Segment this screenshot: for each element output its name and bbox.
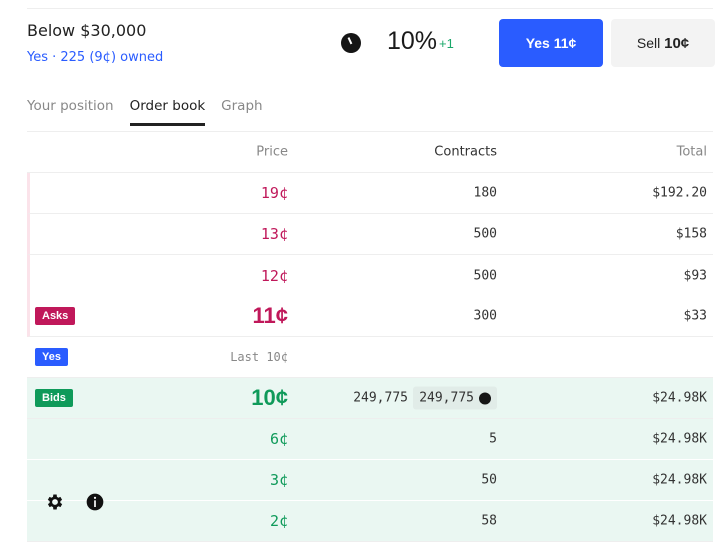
ask-row[interactable]: Asks 11¢ 300 $33 <box>27 296 713 337</box>
info-icon[interactable] <box>85 492 105 512</box>
bids-badge: Bids <box>35 389 73 407</box>
gear-icon[interactable] <box>45 492 65 512</box>
last-price: Last 10¢ <box>230 350 288 364</box>
bid-total: $24.98K <box>652 390 707 406</box>
ask-contracts: 300 <box>473 308 497 324</box>
tab-order-book[interactable]: Order book <box>129 98 206 126</box>
column-contracts: Contracts <box>434 144 497 160</box>
clock-icon <box>479 392 491 404</box>
buy-yes-button[interactable]: Yes 11¢ <box>499 19 603 67</box>
sell-button[interactable]: Sell 10¢ <box>611 19 715 67</box>
bid-total: $24.98K <box>652 431 707 447</box>
bid-row[interactable]: 3¢ 50 $24.98K <box>27 460 713 501</box>
ask-row[interactable]: 13¢ 500 $158 <box>27 214 713 255</box>
ask-row[interactable]: 12¢ 500 $93 <box>27 255 713 296</box>
ask-total: $93 <box>683 268 707 283</box>
ask-price: 12¢ <box>260 266 288 285</box>
market-title: Below $30,000 <box>27 21 147 40</box>
tab-graph[interactable]: Graph <box>221 98 263 114</box>
bid-contracts: 5 <box>489 431 497 447</box>
column-total: Total <box>676 144 707 160</box>
clock-icon <box>341 33 361 53</box>
chance-change: +1 <box>439 36 454 51</box>
ask-price: 11¢ <box>252 303 289 328</box>
bid-price: 10¢ <box>251 385 288 410</box>
yes-label: Yes <box>525 35 550 51</box>
bid-price: 3¢ <box>269 471 288 489</box>
bid-price: 2¢ <box>269 512 288 530</box>
asks-badge: Asks <box>35 307 76 325</box>
ask-row[interactable]: 19¢ 180 $192.20 <box>27 173 713 214</box>
spread-row: Yes Last 10¢ <box>27 337 713 378</box>
ask-total: $158 <box>675 226 707 242</box>
chance-value: 10% <box>387 27 438 55</box>
ask-contracts: 180 <box>473 185 497 201</box>
bid-contracts: 58 <box>481 513 497 529</box>
sell-price: 10¢ <box>664 34 690 52</box>
my-resting-order[interactable]: 249,775 <box>413 386 497 410</box>
bid-total: $24.98K <box>652 513 707 529</box>
owned-position[interactable]: Yes · 225 (9¢) owned <box>27 50 164 65</box>
tab-bar: Your position Order book Graph <box>27 98 263 126</box>
yes-badge: Yes <box>35 348 68 366</box>
ask-price: 19¢ <box>260 184 288 202</box>
ask-total: $192.20 <box>652 185 707 201</box>
divider <box>27 131 713 132</box>
table-header: Price Contracts Total <box>27 132 713 173</box>
sell-label: Sell <box>636 34 661 51</box>
bid-price: 6¢ <box>269 430 288 448</box>
bid-contracts: 249,775 <box>353 390 408 406</box>
ask-price: 13¢ <box>260 225 288 243</box>
bid-row[interactable]: Bids 10¢ 249,775 249,775 $24.98K <box>27 378 713 419</box>
column-price: Price <box>256 144 288 160</box>
bid-contracts: 50 <box>481 472 497 488</box>
bid-total: $24.98K <box>652 472 707 488</box>
yes-price: 11¢ <box>553 35 577 51</box>
ask-contracts: 500 <box>473 226 497 242</box>
my-contracts: 249,775 <box>419 390 474 406</box>
tab-your-position[interactable]: Your position <box>27 98 114 114</box>
bid-row[interactable]: 6¢ 5 $24.98K <box>27 419 713 460</box>
divider <box>27 8 713 9</box>
ask-total: $33 <box>683 308 707 324</box>
bid-row[interactable]: 2¢ 58 $24.98K <box>27 501 713 542</box>
ask-contracts: 500 <box>473 268 497 283</box>
